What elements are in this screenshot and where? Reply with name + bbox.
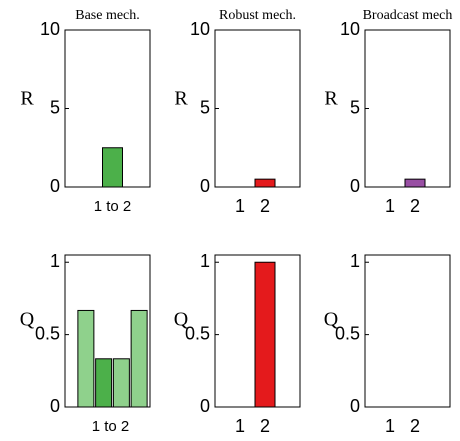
- x-tick-label: 1 to 2: [94, 198, 132, 215]
- y-tick-label: 1: [200, 251, 210, 271]
- y-tick-label: 5: [350, 97, 360, 117]
- bar: [112, 358, 130, 408]
- y-axis-label: Q: [174, 309, 189, 331]
- bar: [77, 309, 95, 408]
- x-tick-label: 1: [235, 416, 245, 436]
- y-tick-label: 0: [50, 176, 60, 196]
- y-axis-label: R: [174, 88, 188, 110]
- axes-box: [364, 254, 451, 408]
- x-axis-label: 1 to 2: [92, 418, 130, 435]
- x-tick-label: 2: [260, 416, 270, 436]
- chart-title: Broadcast mech: [363, 8, 453, 23]
- x-tick-label: 2: [410, 196, 420, 216]
- x-tick-label: 2: [260, 196, 270, 216]
- y-axis-label: R: [20, 88, 34, 110]
- y-tick-label: 0.5: [185, 323, 210, 343]
- y-tick-label: 5: [50, 97, 60, 117]
- y-tick-label: 1: [350, 251, 360, 271]
- y-tick-label: 0: [200, 396, 210, 416]
- axes-box: [364, 29, 451, 188]
- y-tick-label: 0: [200, 176, 210, 196]
- chart-title: Base mech.: [75, 8, 140, 23]
- x-tick-label: 1: [235, 196, 245, 216]
- y-axis-label: R: [324, 88, 338, 110]
- y-axis-label: Q: [324, 309, 339, 331]
- bar: [254, 261, 276, 408]
- y-tick-label: 10: [190, 19, 210, 39]
- y-tick-label: 0.5: [35, 323, 60, 343]
- y-tick-label: 0: [350, 396, 360, 416]
- bar: [130, 309, 148, 408]
- chart-title: Robust mech.: [219, 8, 296, 23]
- bar: [404, 178, 426, 188]
- y-tick-label: 10: [40, 19, 60, 39]
- bar: [102, 147, 123, 188]
- y-tick-label: 0.5: [335, 323, 360, 343]
- x-tick-label: 2: [410, 416, 420, 436]
- axes-box: [214, 29, 301, 188]
- x-tick-label: 1: [385, 196, 395, 216]
- y-tick-label: 0: [350, 176, 360, 196]
- x-tick-label: 1: [385, 416, 395, 436]
- bar: [95, 358, 113, 408]
- y-tick-label: 5: [200, 97, 210, 117]
- y-tick-label: 0: [50, 396, 60, 416]
- y-tick-label: 10: [340, 19, 360, 39]
- y-tick-label: 1: [50, 251, 60, 271]
- bar: [254, 178, 276, 188]
- y-axis-label: Q: [20, 309, 35, 331]
